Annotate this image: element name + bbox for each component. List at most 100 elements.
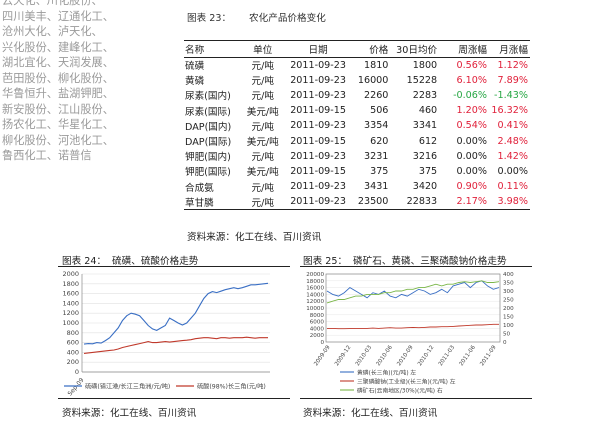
cell-name: DAP(国内) <box>185 121 232 133</box>
legend-label: 硫磺(镇江港/长江三角洲/元/吨) <box>85 383 170 391</box>
x-tick-label: 2011-06 <box>459 344 478 367</box>
y-tick-label-right: 300 <box>503 289 514 295</box>
table-title: 农化产品价格变化 <box>249 13 326 24</box>
legend-label: 磷矿石(云南地区/30%)(元/吨) 右 <box>357 386 443 394</box>
figure24-rule <box>58 266 290 267</box>
cell-month: 2.48% <box>497 135 528 147</box>
x-tick-label: 2011-03 <box>438 344 457 367</box>
x-tick-label: 2009-12 <box>334 345 352 368</box>
stock-line: 沧州大化、泸天化、 <box>2 25 103 38</box>
y-tick-label-right: 400 <box>503 272 514 278</box>
y-tick-label-left: 20000 <box>306 272 324 278</box>
y-tick-label-right: 200 <box>503 306 514 312</box>
cell-unit: 美元/吨 <box>246 167 279 179</box>
cell-price: 506 <box>370 105 389 117</box>
y-tick-label: 1800 <box>62 280 79 288</box>
y-tick-label-left: 16000 <box>306 286 324 292</box>
figure25-caption: 图表 25： 磷矿石、黄磷、三聚磷酸钠价格走势 <box>303 253 513 267</box>
figure24-caption: 图表 24： 硫磺、硫酸价格走势 <box>62 253 204 267</box>
cell-price: 375 <box>370 165 389 177</box>
y-tick-label: 800 <box>67 329 79 337</box>
cell-unit: 元/吨 <box>251 61 274 73</box>
col-header-name: 名称 <box>185 45 205 56</box>
related-stocks-list: 云天化、川化股份、 四川美丰、辽通化工、 沧州大化、泸天化、 兴化股份、建峰化工… <box>2 0 174 164</box>
cell-price: 23500 <box>357 196 389 208</box>
cell-price: 16000 <box>357 74 389 86</box>
cell-avg: 2283 <box>412 89 438 101</box>
cell-week: -0.06% <box>453 89 488 101</box>
cell-date: 2011-09-23 <box>290 181 346 193</box>
cell-week: 0.00% <box>456 150 488 162</box>
y-tick-label-left: 4000 <box>310 326 325 332</box>
figure25-label: 图表 25： <box>303 256 348 267</box>
table-source: 资料来源：化工在线、百川资讯 <box>187 232 322 243</box>
cell-week: 0.00% <box>456 165 488 177</box>
y-tick-label: 1400 <box>62 299 79 307</box>
figure25-bottom-rule <box>300 398 532 399</box>
cell-name: 尿素(国内) <box>185 91 231 103</box>
y-tick-label: 1600 <box>62 290 79 298</box>
cell-unit: 元/吨 <box>251 152 274 164</box>
cell-unit: 元/吨 <box>251 76 274 88</box>
x-tick-label: 2009-09 <box>313 344 332 367</box>
cell-date: 2011-09-15 <box>290 105 346 117</box>
cell-unit: 美元/吨 <box>246 137 279 149</box>
cell-date: 2011-09-23 <box>290 120 346 132</box>
cell-unit: 元/吨 <box>251 182 274 194</box>
cell-month: 0.00% <box>497 165 528 177</box>
cell-month: 1.42% <box>497 150 528 162</box>
figure24-bottom-rule <box>58 398 290 399</box>
plot-frame <box>325 273 501 343</box>
y-tick-label-right: 250 <box>503 298 514 304</box>
cell-price: 1810 <box>363 59 389 71</box>
y-tick-label-left: 18000 <box>306 279 324 285</box>
stock-line: 云天化、川化股份、 <box>2 0 103 7</box>
cell-unit: 元/吨 <box>251 121 274 133</box>
legend-label: 硫酸(98%)长三角(元/吨) <box>197 383 266 391</box>
cell-avg: 375 <box>418 165 438 177</box>
figure25-rule <box>300 266 532 267</box>
x-tick-label: 2010-03 <box>355 344 374 367</box>
y-tick-label: 600 <box>67 339 79 347</box>
table-row: 尿素(国际) 美元/吨 2011-09-15 506 460 1.20% 16.32% <box>184 103 530 118</box>
cell-price: 3354 <box>363 120 389 132</box>
cell-avg: 3420 <box>412 181 438 193</box>
y-tick-label-left: 6000 <box>310 320 325 326</box>
cell-name: 尿素(国际) <box>185 106 231 118</box>
legend-label: 三聚磷酸钠(工业级)(长三角)(元/吨) 左 <box>357 377 456 385</box>
table-row: 黄磷 元/吨 2011-09-23 16000 15228 6.10% 7.89% <box>184 73 530 88</box>
table-row: DAP(国际) 美元/吨 2011-09-15 620 612 0.00% 2.48% <box>184 133 530 149</box>
figure25-source: 资料来源：化工在线、百川资讯 <box>303 408 438 419</box>
y-tick-label: 2000 <box>62 270 79 278</box>
y-tick-label-left: 12000 <box>306 299 324 305</box>
cell-week: 6.10% <box>456 74 488 86</box>
table-header-row: 名称 单位 日期 价格 30日均价 周涨幅 月涨幅 <box>184 40 530 58</box>
y-tick-label-right: 50 <box>503 332 511 338</box>
y-tick-label-right: 0 <box>503 340 507 346</box>
table-row: 钾肥(国际) 美元/吨 2011-09-15 375 375 0.00% 0.00% <box>184 164 530 179</box>
cell-avg: 612 <box>418 135 438 147</box>
cell-price: 3231 <box>363 150 389 162</box>
chart-phosphorus: 2000018000160001400012000100008000600040… <box>306 272 514 394</box>
stock-line: 扬农化工、华星化工、 <box>2 118 114 131</box>
cell-name: 黄磷 <box>185 76 205 88</box>
table-row: DAP(国内) 元/吨 2011-09-23 3354 3341 0.54% 0.41% <box>184 118 530 133</box>
series-line <box>83 282 269 345</box>
y-tick-label-left: 10000 <box>306 306 324 312</box>
col-header-unit: 单位 <box>253 45 273 56</box>
y-tick-label: 0 <box>75 368 79 376</box>
cell-name: 钾肥(国内) <box>185 152 231 164</box>
cell-month: 0.41% <box>497 120 528 132</box>
cell-name: 硫磺 <box>185 61 205 73</box>
cell-date: 2011-09-15 <box>290 135 346 147</box>
price-table-body: 硫磺 元/吨 2011-09-23 1810 1800 0.56% 1.12% 黄磷 元/吨 20… <box>184 58 530 210</box>
x-tick-label: 2010-06 <box>376 344 395 367</box>
cell-name: 钾肥(国际) <box>185 167 231 179</box>
cell-date: 2011-09-23 <box>290 59 346 71</box>
stock-line: 芭田股份、柳化股份、 <box>2 71 114 85</box>
cell-week: 0.56% <box>456 59 488 71</box>
y-tick-label-right: 150 <box>503 315 514 321</box>
cell-month: 16.32% <box>491 105 528 117</box>
stock-line: 兴化股份、建峰化工、 <box>2 40 114 54</box>
cell-unit: 元/吨 <box>251 91 274 103</box>
